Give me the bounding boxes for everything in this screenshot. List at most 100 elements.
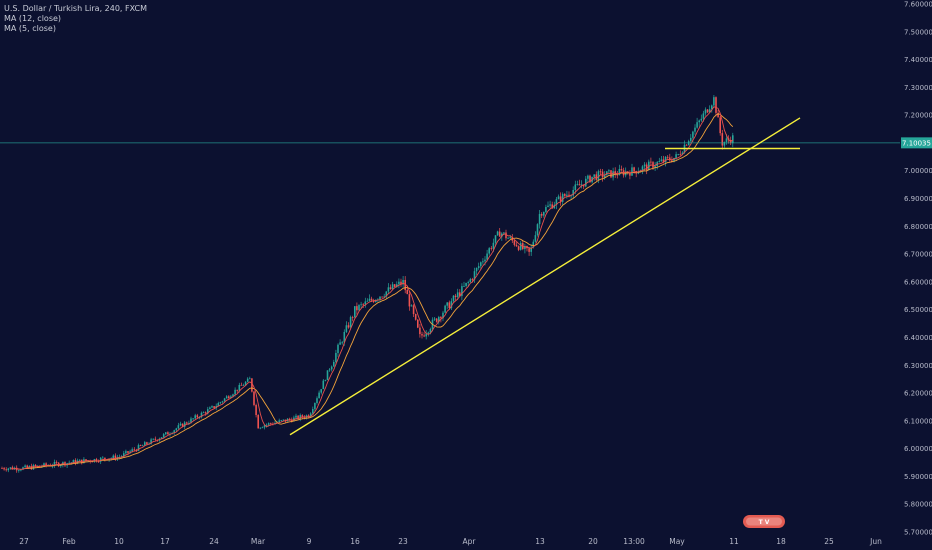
candle-body (713, 97, 715, 106)
candle-body (141, 445, 144, 447)
candle-body (209, 407, 211, 410)
candle-body (223, 398, 226, 402)
candle-body (536, 224, 539, 236)
candle-body (694, 127, 696, 132)
candle-body (410, 305, 413, 307)
y-tick-label: 6.90000 (904, 195, 932, 203)
candle-body (570, 195, 572, 197)
candle-body (85, 459, 87, 461)
candle-body (3, 468, 5, 470)
candle-body (167, 432, 169, 435)
candle-body (492, 242, 495, 249)
legend-ma5[interactable]: MA (5, close) (4, 24, 56, 33)
candle-body (349, 317, 352, 328)
candle-body (299, 415, 301, 420)
candle-body (351, 317, 354, 318)
candle-body (423, 335, 425, 337)
candle-body (543, 212, 545, 216)
candle-body (102, 457, 104, 459)
candle-body (190, 418, 192, 423)
candle-body (238, 384, 241, 391)
candle-body (154, 438, 157, 440)
candle-body (414, 314, 417, 320)
candle-body (711, 105, 713, 110)
candle-body (173, 430, 175, 434)
y-tick-label: 6.40000 (904, 334, 932, 342)
candle-body (295, 415, 297, 418)
candle-body (490, 248, 493, 250)
candle-body (488, 248, 490, 254)
candle-body (404, 279, 406, 291)
candle-body (144, 442, 146, 446)
candle-body (690, 137, 692, 142)
candle-body (717, 112, 719, 118)
x-axis[interactable]: 27 Feb 10 17 24 Mar 9 16 23 Apr 13 20 13:00 May 11 18 25… (19, 537, 882, 546)
candle-body (318, 392, 320, 399)
candle-body (473, 271, 476, 280)
candle-body (358, 305, 360, 311)
candle-body (192, 418, 194, 420)
candle-body (202, 412, 205, 414)
candle-body (303, 417, 306, 418)
candle-body (555, 199, 558, 205)
candle-body (309, 413, 312, 418)
candle-body (385, 291, 388, 297)
candle-body (400, 281, 402, 285)
x-tick-label: Jun (869, 537, 882, 546)
candle-body (314, 403, 316, 410)
candle-body (452, 295, 455, 302)
candle-body (22, 467, 24, 470)
candle-body (450, 301, 453, 309)
candle-body (398, 281, 400, 285)
candle-body (412, 305, 415, 315)
x-tick-label: 13:00 (623, 537, 645, 546)
candle-body (599, 171, 602, 173)
candle-body (715, 97, 717, 113)
candle-body (5, 469, 7, 471)
y-tick-label: 7.40000 (904, 56, 932, 64)
candle-body (597, 171, 600, 180)
candle-body (95, 459, 98, 462)
candle-body (475, 267, 478, 272)
candle-body (505, 232, 507, 239)
tradingview-logo[interactable]: T V (743, 515, 785, 528)
candle-body (364, 301, 367, 305)
candle-body (137, 445, 140, 451)
candle-body (11, 467, 14, 470)
candle-body (188, 422, 190, 424)
trendline-rising-support[interactable] (289, 117, 801, 436)
candle-body (324, 380, 327, 381)
x-tick-label: 13 (535, 537, 545, 546)
candle-body (601, 171, 604, 178)
y-tick-label: 5.80000 (904, 501, 932, 509)
legend-ma12[interactable]: MA (12, close) (4, 14, 62, 23)
moving-averages-layer (10, 106, 734, 470)
candle-body (702, 113, 705, 119)
candle-body (666, 156, 669, 158)
candle-body (328, 369, 331, 371)
x-tick-label: 23 (398, 537, 408, 546)
candle-body (211, 406, 213, 408)
candle-body (375, 299, 377, 302)
candle-body (78, 459, 81, 461)
candle-body (732, 135, 734, 144)
candle-body (278, 420, 280, 423)
candle-body (631, 167, 633, 176)
candle-body (660, 159, 663, 162)
candle-body (366, 300, 369, 302)
x-tick-label: Apr (463, 537, 477, 546)
candle-body (629, 172, 631, 176)
candle-body (200, 412, 203, 418)
candle-body (528, 248, 530, 252)
candle-body (219, 402, 222, 404)
candle-body (341, 342, 343, 344)
candle-body (534, 235, 537, 242)
logo-badge (743, 515, 785, 528)
candle-body (677, 154, 679, 155)
candle-body (557, 196, 560, 200)
candle-body (608, 170, 610, 172)
candle-body (1, 468, 3, 469)
candle-body (547, 205, 549, 208)
